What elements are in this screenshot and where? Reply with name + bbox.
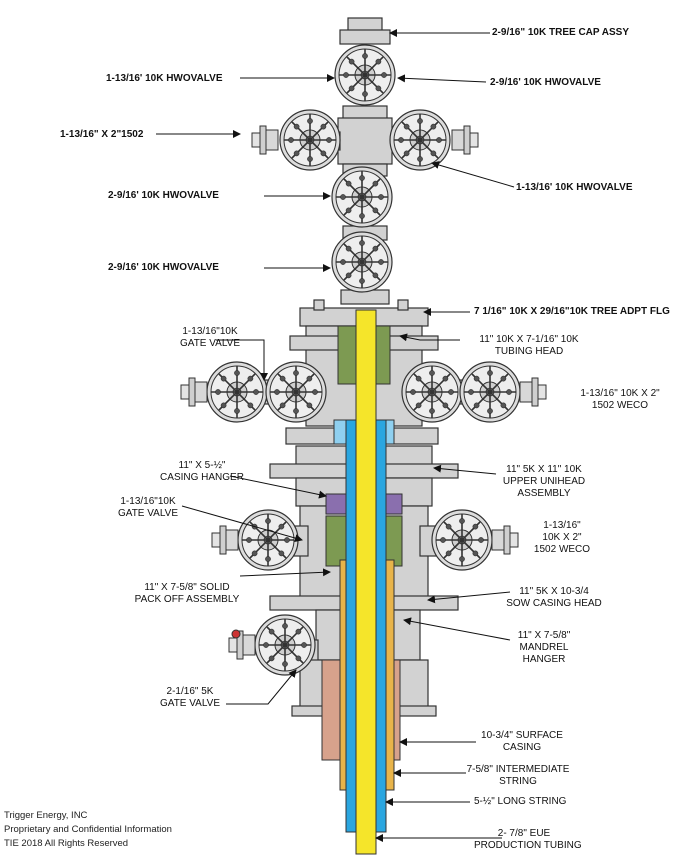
label-weco-1: 1-13/16" 10K X 2" 1502 WECO bbox=[580, 388, 660, 411]
label-upper-unihead: 11" 5K X 11" 10K UPPER UNIHEAD ASSEMBLY bbox=[502, 464, 586, 499]
hwo-valve-lower-icon bbox=[331, 231, 393, 293]
label-hwo-mid: 2-9/16' 10K HWOVALVE bbox=[108, 190, 219, 201]
label-long-string: 5-½" LONG STRING bbox=[474, 796, 567, 807]
label-wing-left: 1-13/16" X 2"1502 bbox=[60, 129, 144, 140]
stub-1-left-icon bbox=[180, 377, 208, 407]
wing-valve-left-icon bbox=[279, 109, 341, 171]
label-gate-valve-3: 2-1/16" 5K GATE VALVE bbox=[159, 686, 221, 709]
stub-2-left-icon bbox=[211, 525, 239, 555]
label-pack-off: 11" X 7-5/8" SOLID PACK OFF ASSEMBLY bbox=[134, 582, 240, 605]
hwo-valve-mid-icon bbox=[331, 166, 393, 228]
label-hwo-top-right: 2-9/16' 10K HWOVALVE bbox=[490, 77, 601, 88]
wing-stub-left-icon bbox=[251, 125, 279, 155]
footer-copyright: TIE 2018 All Rights Reserved bbox=[4, 838, 129, 849]
stub-1-right-icon bbox=[519, 377, 547, 407]
label-hwo-top-left: 1-13/16' 10K HWOVALVE bbox=[106, 73, 223, 84]
bleed-port-icon bbox=[231, 629, 241, 639]
gate-valve-1a-icon bbox=[206, 361, 268, 423]
weco-valve-1b-icon bbox=[459, 361, 521, 423]
label-wing-right: 1-13/16' 10K HWOVALVE bbox=[516, 182, 633, 193]
wing-stub-right-icon bbox=[451, 125, 479, 155]
label-intermediate: 7-5/8" INTERMEDIATE STRING bbox=[466, 764, 570, 787]
leader-lines bbox=[156, 29, 515, 842]
label-tree-adapter: 7 1/16" 10K X 29/16"10K TREE ADPT FLG bbox=[474, 306, 670, 317]
stub-2-right-icon bbox=[491, 525, 519, 555]
label-sow-casing-head: 11" 5K X 10-3/4 SOW CASING HEAD bbox=[506, 586, 602, 609]
label-tree-cap: 2-9/16" 10K TREE CAP ASSY bbox=[492, 27, 630, 38]
weco-valve-2-icon bbox=[431, 509, 493, 571]
label-hwo-lower: 2-9/16' 10K HWOVALVE bbox=[108, 262, 219, 273]
label-production-tubing: 2- 7/8" EUE PRODUCTION TUBING bbox=[474, 828, 582, 851]
weco-valve-1a-icon bbox=[401, 361, 463, 423]
label-tubing-head: 11" 10K X 7-1/16" 10K TUBING HEAD bbox=[479, 334, 579, 357]
label-gate-valve-1: 1-13/16"10K GATE VALVE bbox=[179, 326, 241, 349]
label-surface-casing: 10-3/4" SURFACE CASING bbox=[481, 730, 563, 753]
footer-company: Trigger Energy, INC bbox=[4, 810, 88, 821]
internals bbox=[321, 309, 403, 855]
hwo-valve-top-icon bbox=[334, 44, 396, 106]
label-mandrel-hanger: 11" X 7-5/8" MANDREL HANGER bbox=[517, 630, 571, 665]
gate-valve-2-icon bbox=[237, 509, 299, 571]
label-weco-2: 1-13/16" 10K X 2" 1502 WECO bbox=[533, 520, 591, 555]
footer-confidential: Proprietary and Confidential Information bbox=[4, 824, 172, 835]
wing-valve-right-icon bbox=[389, 109, 451, 171]
gate-valve-1b-icon bbox=[265, 361, 327, 423]
gate-valve-3-icon bbox=[254, 614, 316, 676]
label-gate-valve-2: 1-13/16"10K GATE VALVE bbox=[117, 496, 179, 519]
label-casing-hanger: 11" X 5-½" CASING HANGER bbox=[160, 460, 244, 483]
